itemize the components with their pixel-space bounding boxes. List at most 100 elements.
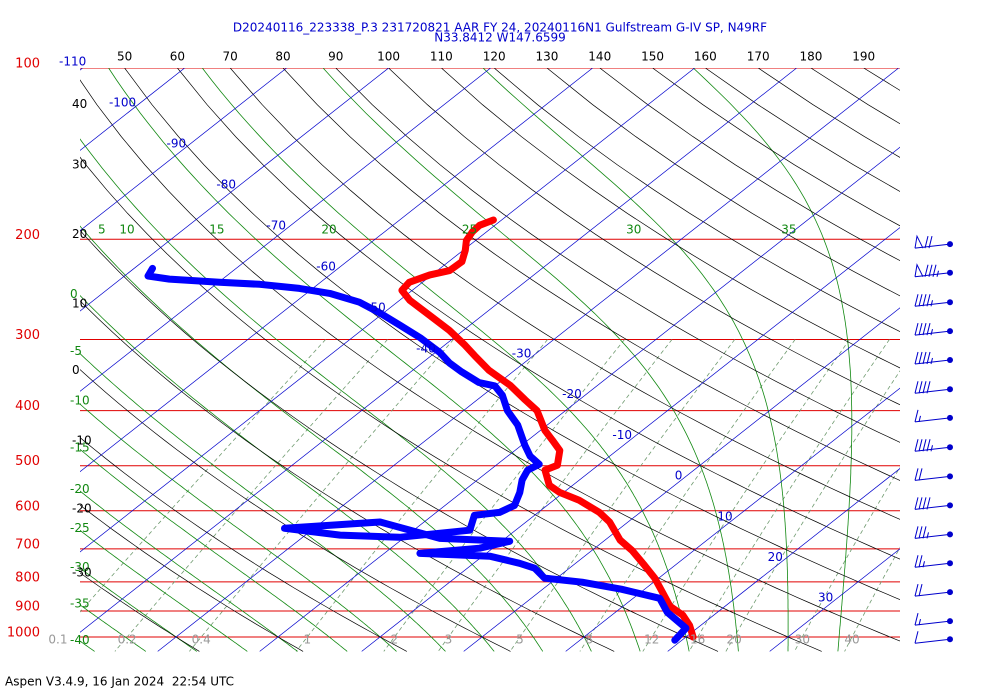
barb-full (922, 497, 927, 510)
isotherm (259, 146, 900, 652)
isotherm (667, 468, 900, 652)
isotherm-label: -70 (266, 219, 286, 233)
mixing-ratio-label: 1 (303, 633, 311, 647)
dry-adiabat-label: -20 (72, 502, 92, 516)
moist-adiabat (80, 490, 298, 652)
barb-full (932, 264, 937, 277)
dry-adiabat (493, 68, 900, 333)
barb-full (922, 322, 927, 336)
barb-full (926, 497, 931, 510)
dry-adiabat (80, 79, 900, 642)
dry-adiabat (282, 68, 900, 481)
mixing-ratio-label: 16 (690, 633, 705, 647)
pressure-label: 300 (15, 328, 40, 343)
moist-adiabat-label: 35 (781, 223, 796, 237)
moist-adiabat (693, 68, 853, 652)
pressure-label: 100 (15, 57, 40, 72)
barb-full (918, 322, 923, 336)
barb-full (914, 381, 919, 394)
barb-full (918, 468, 923, 481)
barb-staff (914, 359, 951, 365)
isotherm (80, 68, 593, 473)
isotherm (565, 387, 900, 652)
dry-adiabat-label: 10 (72, 297, 87, 311)
moist-adiabat (80, 448, 348, 652)
mixing-ratio-line (295, 339, 548, 652)
dry-adiabat-label: 160 (694, 50, 717, 64)
mixing-ratio-label: 8 (585, 633, 593, 647)
mixing-ratio-label: 5 (516, 633, 524, 647)
dry-adiabat-label: 70 (223, 50, 238, 64)
mixing-ratio-label: 0.1 (48, 633, 67, 647)
barb-staff (914, 417, 951, 423)
moist-adiabat-label: -5 (70, 344, 82, 358)
wind-barb (914, 613, 953, 626)
dry-adiabat (229, 68, 900, 520)
wind-barb (914, 439, 953, 452)
barb-full (922, 351, 927, 365)
barb-full (918, 351, 923, 365)
barb-half (930, 445, 933, 452)
dry-adiabat-label: 170 (747, 50, 770, 64)
pressure-label: 900 (15, 599, 40, 614)
barb-full (926, 381, 931, 394)
moist-adiabat (80, 353, 446, 652)
wind-barb (914, 555, 953, 568)
dry-adiabat (80, 572, 200, 652)
barb-full (914, 322, 919, 336)
barb-staff (914, 562, 951, 568)
barb-full (914, 439, 919, 452)
wind-barb (914, 351, 953, 365)
barb-staff (914, 272, 951, 278)
dry-adiabat (80, 229, 719, 652)
isotherm-label: -20 (562, 387, 582, 401)
moist-adiabat (80, 225, 544, 652)
isotherm-label: -110 (59, 55, 86, 69)
pressure-label: 800 (15, 570, 40, 585)
dry-adiabat-label: 40 (72, 97, 87, 111)
barb-half (936, 270, 939, 277)
moist-adiabat-label: 30 (626, 223, 641, 237)
plot-area (80, 68, 900, 652)
barb-half (930, 300, 933, 307)
pressure-label: 600 (15, 499, 40, 514)
isotherm (361, 227, 900, 652)
barb-full (922, 381, 927, 394)
barb-full (928, 236, 933, 249)
dry-adiabat-label: 110 (430, 50, 453, 64)
wind-barb (914, 631, 953, 644)
moist-adiabat (80, 529, 248, 652)
pressure-label: 500 (15, 454, 40, 469)
footer: Aspen V3.4.9, 16 Jan 2024 22:54 UTC (5, 675, 234, 689)
barb-full (914, 497, 919, 510)
dry-adiabat (441, 68, 900, 369)
barb-full (922, 439, 927, 452)
dry-adiabat (80, 369, 511, 652)
moist-adiabat-label: -15 (70, 440, 90, 454)
barb-full (922, 526, 927, 539)
isotherm-label: 10 (717, 509, 732, 523)
barb-full (914, 526, 919, 539)
wind-barb (914, 468, 953, 481)
isotherm-label: 0 (675, 469, 683, 483)
mixing-ratio-line (189, 339, 454, 652)
dry-adiabat (810, 68, 900, 125)
isotherm-label: -30 (512, 347, 532, 361)
dry-adiabat-label: 150 (641, 50, 664, 64)
isotherm-label: 20 (768, 550, 783, 564)
isotherm (80, 68, 389, 312)
barb-staff (914, 620, 951, 626)
barb-half (922, 561, 925, 568)
pressure-label: 400 (15, 399, 40, 414)
isotherm-label: -40 (416, 342, 436, 356)
moist-adiabat (80, 567, 198, 652)
isotherm-label: -90 (167, 137, 187, 151)
barb-full (914, 294, 919, 307)
moist-adiabat-label: -10 (70, 394, 90, 408)
mixing-ratio-label: 30 (795, 633, 810, 647)
mixing-ratio-line (844, 546, 900, 652)
dry-adiabat-label: 80 (275, 50, 290, 64)
barb-staff (914, 504, 951, 510)
isotherm (769, 548, 900, 652)
